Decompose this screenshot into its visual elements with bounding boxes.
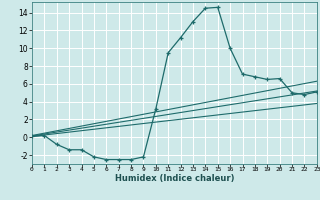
X-axis label: Humidex (Indice chaleur): Humidex (Indice chaleur) [115, 174, 234, 183]
